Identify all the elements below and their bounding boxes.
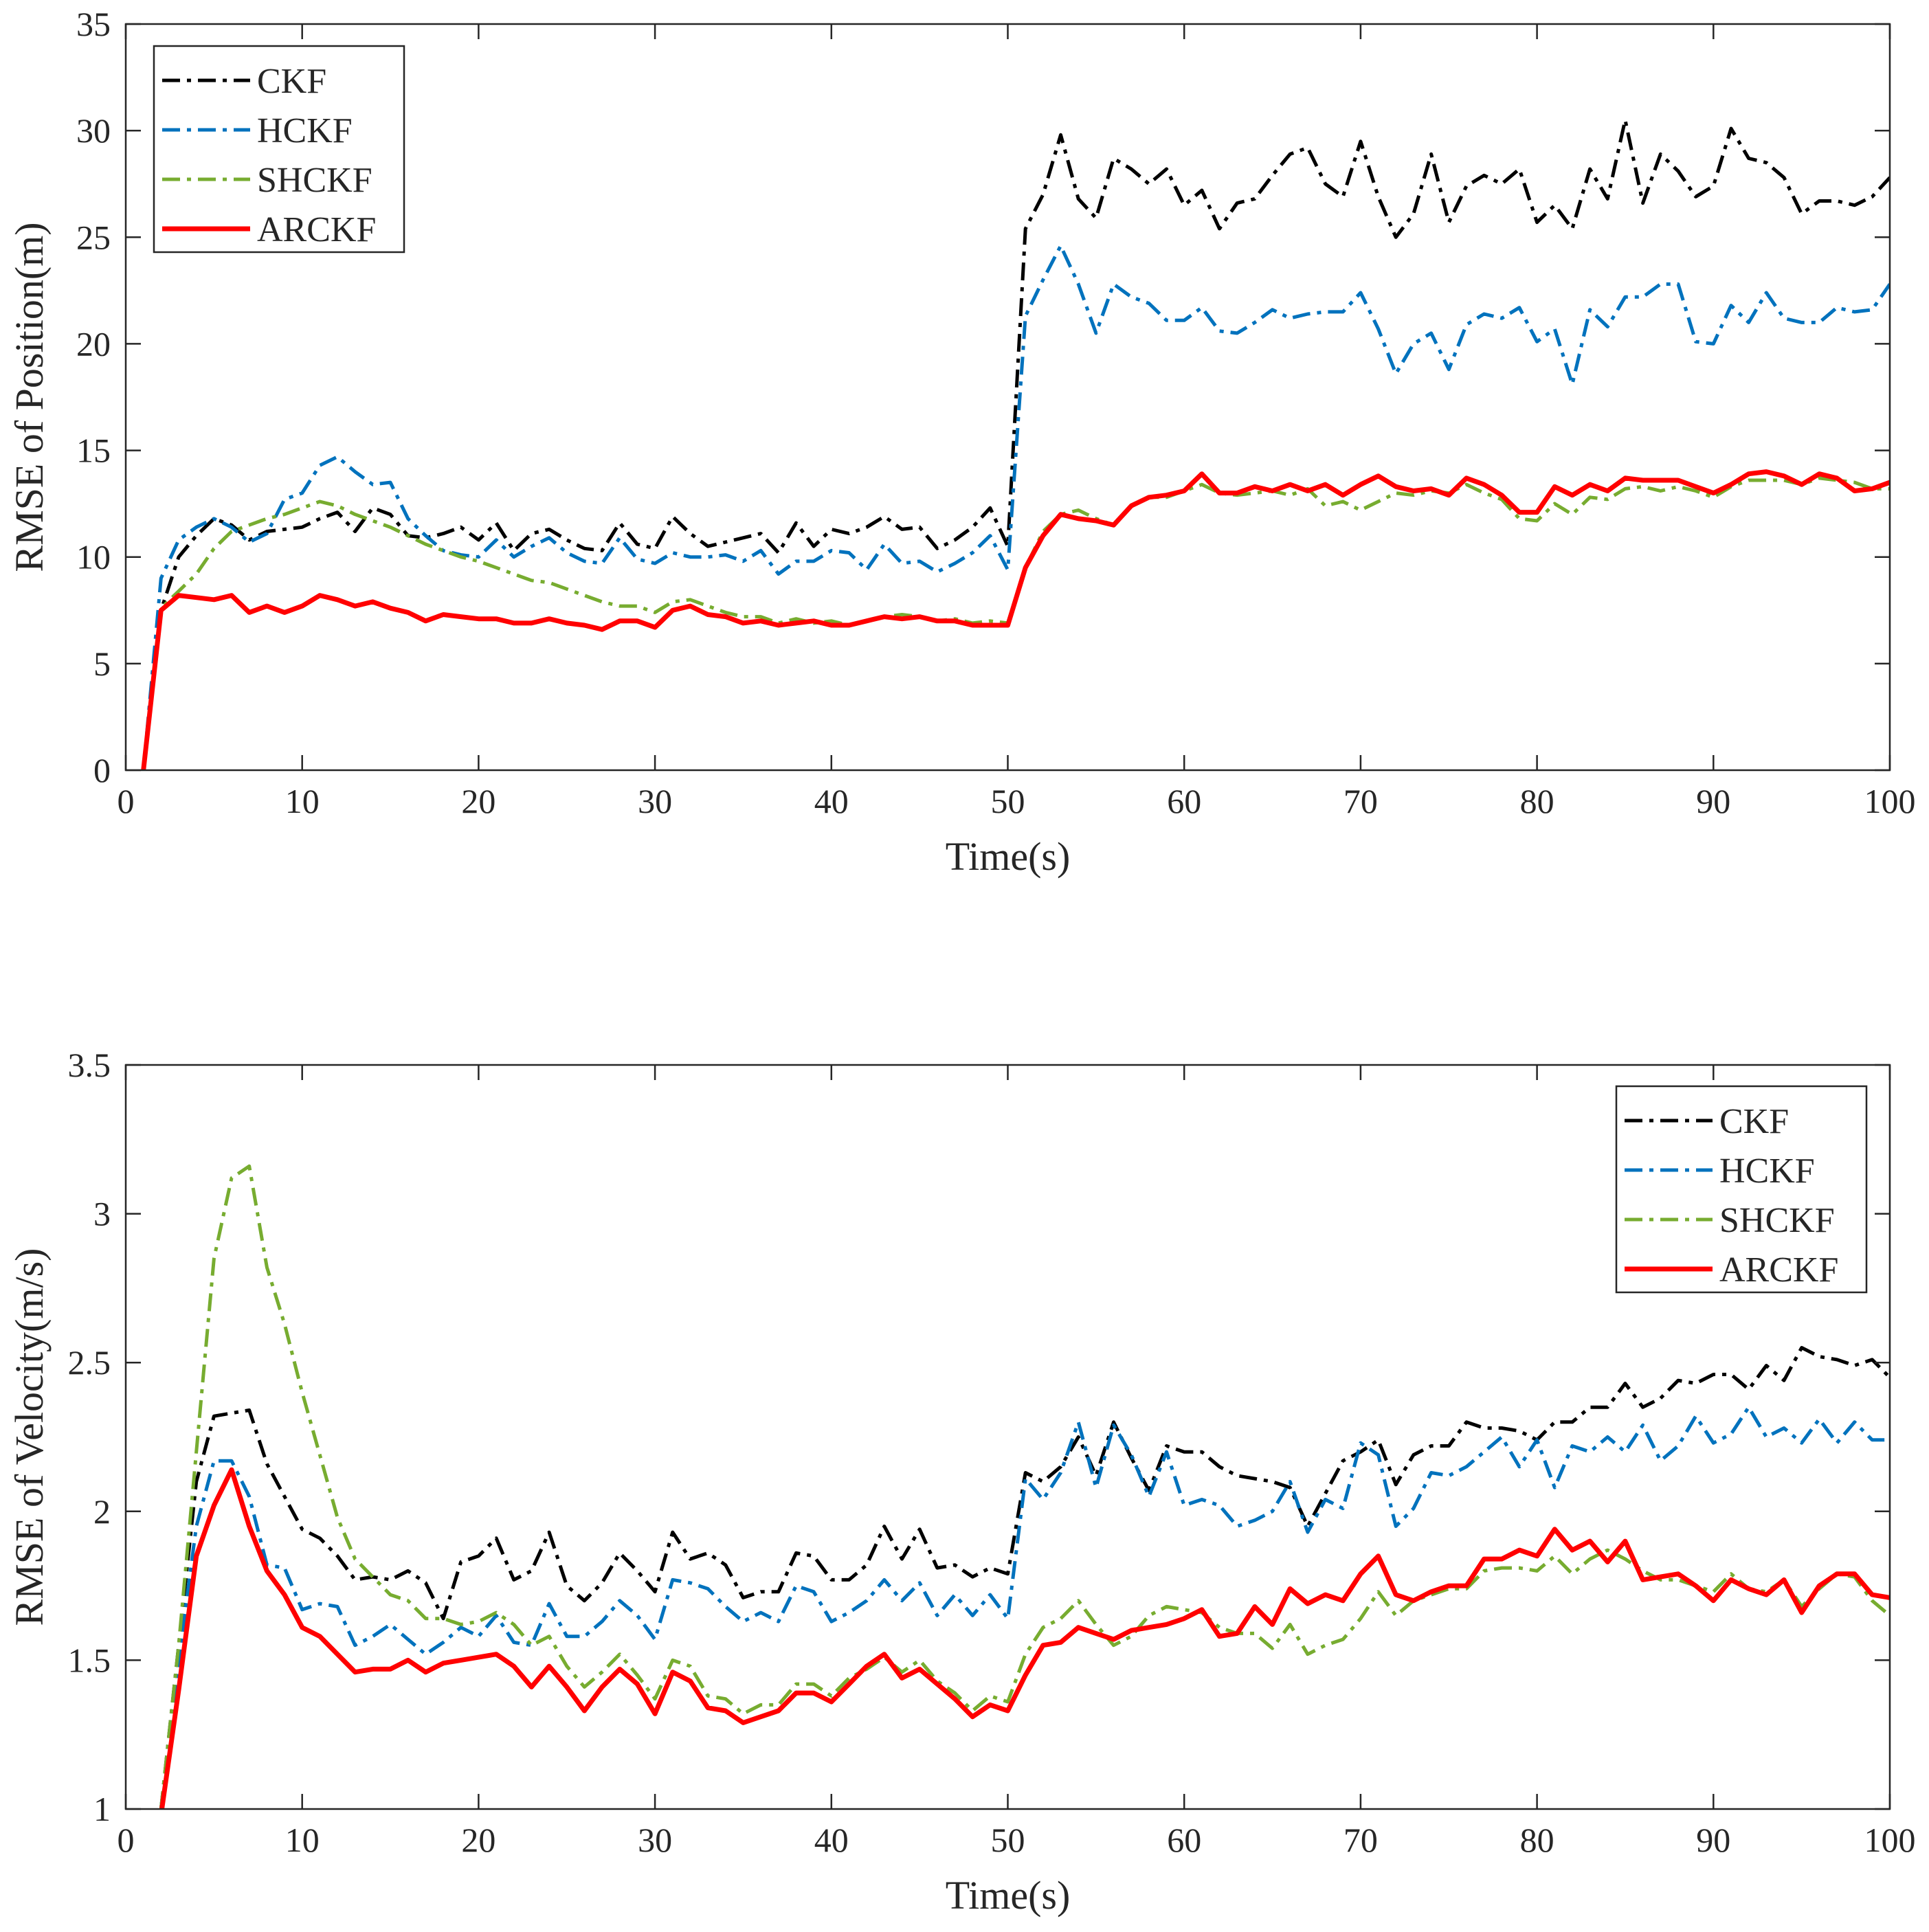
y-tick-label: 30 [76,111,111,150]
x-tick-label: 90 [1696,1821,1730,1859]
x-tick-label: 40 [814,1821,849,1859]
y-tick-label: 3.5 [68,1046,111,1084]
y-tick-label: 35 [76,5,111,43]
x-tick-label: 60 [1167,1821,1201,1859]
x-tick-label: 30 [638,782,672,820]
y-tick-label: 2 [93,1492,111,1531]
legend-label-shckf: SHCKF [257,161,372,200]
x-tick-label: 20 [461,782,495,820]
y-axis-label: RMSE of Position(m) [7,222,52,572]
series-group [159,1164,1890,1809]
x-tick-label: 30 [638,1821,672,1859]
series-group [141,118,1890,770]
series-line-ckf [159,1346,1890,1809]
legend-label-hckf: HCKF [1719,1152,1815,1191]
x-tick-label: 100 [1864,782,1916,820]
legend-label-ckf: CKF [1719,1102,1789,1141]
position-rmse-plot: 0 10 20 30 40 50 60 70 80 90 100 0 5 10 15 20 25 30 35 Time… [7,5,1916,879]
y-tick-label: 25 [76,218,111,256]
y-tick-label: 1 [93,1790,111,1828]
x-tick-label: 50 [991,782,1025,820]
y-tick-label: 2.5 [68,1343,111,1382]
plot-area [126,24,1890,770]
x-tick-label: 60 [1167,782,1201,820]
y-tick-label: 10 [76,538,111,576]
legend-box [153,45,405,254]
y-tick-label: 5 [93,644,111,683]
legend-label-shckf: SHCKF [1719,1201,1835,1240]
x-tick-label: 0 [118,782,135,820]
x-axis-label: Time(s) [946,1873,1071,1918]
y-tick-label: 0 [93,751,111,789]
legend-label-ckf: CKF [257,62,326,101]
x-tick-label: 40 [814,782,849,820]
legend: CKF HCKF SHCKF ARCKF [153,45,405,254]
y-tick-label: 15 [76,431,111,470]
legend-label-arckf: ARCKF [1719,1250,1838,1290]
legend-label-arckf: ARCKF [257,210,376,249]
y-tick-label: 1.5 [68,1641,111,1679]
x-tick-label: 20 [461,1821,495,1859]
legend: CKF HCKF SHCKF ARCKF [1615,1085,1868,1294]
series-line-arckf [159,1467,1890,1809]
x-tick-label: 100 [1864,1821,1916,1859]
x-tick-label: 70 [1343,1821,1378,1859]
velocity-rmse-plot: 0 10 20 30 40 50 60 70 80 90 100 1 1.5 2 2.5 3 3.5 Time(s… [7,1046,1916,1918]
series-line-shckf [159,1164,1890,1809]
x-tick-label: 10 [285,782,320,820]
x-tick-label: 0 [118,1821,135,1859]
x-tick-label: 10 [285,1821,320,1859]
legend-label-hckf: HCKF [257,111,353,150]
x-axis-label: Time(s) [946,834,1071,879]
x-tick-label: 80 [1520,1821,1554,1859]
x-tick-label: 80 [1520,782,1554,820]
y-tick-label: 20 [76,324,111,363]
series-line-hckf [159,1405,1890,1809]
y-axis-label: RMSE of Velocity(m/s) [7,1248,52,1626]
x-tick-label: 50 [991,1821,1025,1859]
y-tick-label: 3 [93,1195,111,1233]
series-line-arckf [141,469,1890,770]
x-tick-label: 90 [1696,782,1730,820]
plot-area [126,1065,1890,1809]
x-tick-label: 70 [1343,782,1378,820]
legend-box [1615,1085,1868,1294]
series-line-hckf [142,244,1890,770]
